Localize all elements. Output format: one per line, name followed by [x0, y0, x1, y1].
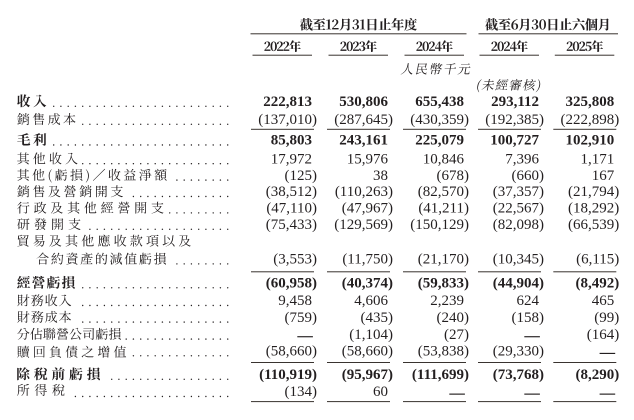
svg-text:(60,958): (60,958): [266, 276, 317, 292]
svg-text:100,727: 100,727: [490, 133, 539, 149]
svg-text:(678): (678): [437, 168, 470, 184]
svg-text:(287,645): (287,645): [334, 112, 393, 128]
svg-text:167: 167: [592, 168, 615, 184]
svg-text:(22,567): (22,567): [493, 201, 544, 217]
svg-text:(40,374): (40,374): [342, 276, 393, 292]
svg-text:(47,967): (47,967): [342, 201, 393, 217]
svg-text:(53,838): (53,838): [418, 344, 469, 360]
svg-text:(660): (660): [512, 168, 545, 184]
svg-text:(125): (125): [285, 168, 318, 184]
svg-text:(58,660): (58,660): [342, 344, 393, 360]
svg-text:(8,290): (8,290): [576, 367, 620, 383]
svg-text:(3,553): (3,553): [273, 252, 317, 268]
svg-text:(82,570): (82,570): [418, 184, 469, 200]
svg-text:(6,115): (6,115): [576, 252, 619, 268]
svg-text:(430,359): (430,359): [410, 112, 469, 128]
svg-text:(41,211): (41,211): [418, 201, 469, 217]
svg-text:4,606: 4,606: [354, 293, 388, 309]
svg-text:(222,898): (222,898): [561, 112, 620, 128]
svg-text:(37,357): (37,357): [493, 184, 544, 200]
svg-text:9,458: 9,458: [278, 293, 312, 309]
svg-text:(164): (164): [587, 327, 620, 343]
svg-text:(47,110): (47,110): [266, 201, 317, 217]
svg-text:10,846: 10,846: [423, 151, 465, 167]
svg-text:15,976: 15,976: [347, 151, 389, 167]
svg-text:17,972: 17,972: [271, 151, 312, 167]
svg-text:(759): (759): [285, 310, 318, 326]
svg-text:(75,433): (75,433): [266, 217, 317, 233]
svg-text:(1,104): (1,104): [349, 327, 393, 343]
svg-text:(137,010): (137,010): [258, 112, 317, 128]
svg-text:(21,794): (21,794): [568, 184, 619, 200]
svg-text:(38,512): (38,512): [266, 184, 317, 200]
svg-text:(18,292): (18,292): [568, 201, 619, 217]
svg-text:624: 624: [517, 293, 540, 309]
svg-text:(110,919): (110,919): [259, 367, 317, 383]
svg-text:7,396: 7,396: [505, 151, 539, 167]
svg-text:38: 38: [373, 168, 388, 184]
svg-text:(11,750): (11,750): [342, 252, 393, 268]
svg-text:102,910: 102,910: [566, 133, 615, 149]
svg-text:(44,904): (44,904): [493, 276, 544, 292]
svg-text:(192,385): (192,385): [485, 112, 544, 128]
svg-text:465: 465: [592, 293, 615, 309]
svg-text:293,112: 293,112: [491, 94, 539, 110]
svg-text:85,803: 85,803: [271, 133, 312, 149]
svg-text:1,171: 1,171: [581, 151, 615, 167]
svg-text:(129,569): (129,569): [334, 217, 393, 233]
svg-text:(99): (99): [594, 310, 619, 326]
svg-text:2,239: 2,239: [430, 293, 464, 309]
svg-text:(95,967): (95,967): [342, 367, 393, 383]
svg-text:(29,330): (29,330): [493, 344, 544, 360]
svg-text:(66,539): (66,539): [568, 217, 619, 233]
svg-text:(134): (134): [285, 384, 318, 400]
svg-text:(10,345): (10,345): [493, 252, 544, 268]
svg-text:222,813: 222,813: [263, 94, 312, 110]
svg-text:(240): (240): [437, 310, 470, 326]
svg-text:(110,263): (110,263): [335, 184, 393, 200]
svg-text:225,079: 225,079: [415, 133, 464, 149]
svg-text:530,806: 530,806: [339, 94, 388, 110]
svg-text:(58,660): (58,660): [266, 344, 317, 360]
svg-text:(21,170): (21,170): [418, 252, 469, 268]
svg-text:(435): (435): [361, 310, 394, 326]
svg-text:325,808: 325,808: [566, 94, 615, 110]
svg-text:(111,699): (111,699): [412, 367, 469, 383]
svg-text:(158): (158): [512, 310, 545, 326]
svg-text:(82,098): (82,098): [493, 217, 544, 233]
svg-text:(8,492): (8,492): [576, 276, 620, 292]
svg-text:(150,129): (150,129): [410, 217, 469, 233]
svg-text:(59,833): (59,833): [418, 276, 469, 292]
svg-text:(73,768): (73,768): [493, 367, 544, 383]
svg-text:655,438: 655,438: [415, 94, 464, 110]
svg-text:(27): (27): [444, 327, 469, 343]
svg-text:60: 60: [373, 384, 388, 400]
svg-text:243,161: 243,161: [339, 133, 388, 149]
